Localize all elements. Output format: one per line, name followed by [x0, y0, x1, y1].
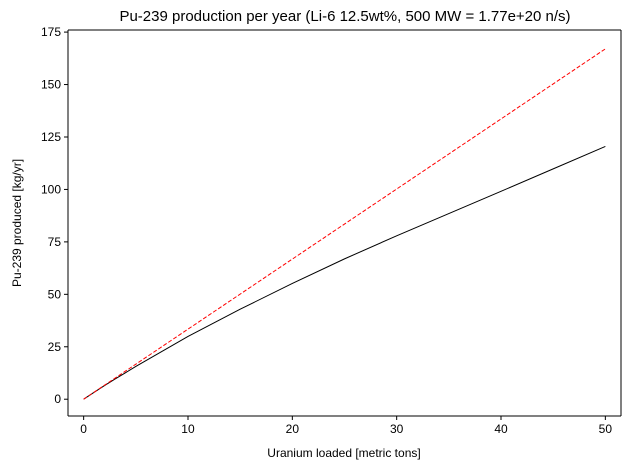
x-tick-label: 20 — [286, 422, 300, 436]
y-tick-label: 125 — [41, 130, 61, 144]
series-line-1 — [83, 145, 606, 400]
plot-area — [68, 30, 621, 416]
chart-title: Pu-239 production per year (Li-6 12.5wt%… — [119, 8, 570, 25]
y-tick-label: 75 — [48, 235, 62, 249]
y-tick-label: 100 — [41, 182, 61, 196]
x-axis-label: Uranium loaded [metric tons] — [267, 446, 420, 460]
x-tick-label: 10 — [181, 422, 195, 436]
y-axis-ticks: 0 25 50 75 100 125 150 175 — [41, 25, 68, 406]
y-tick-label: 50 — [48, 287, 62, 301]
series-layer — [83, 48, 606, 400]
series-line-2 — [83, 48, 606, 400]
x-axis-ticks: 0 10 20 30 40 50 — [80, 416, 612, 436]
y-tick-label: 150 — [41, 78, 61, 92]
x-tick-label: 40 — [494, 422, 508, 436]
x-tick-label: 30 — [390, 422, 404, 436]
y-tick-label: 175 — [41, 25, 61, 39]
x-tick-label: 50 — [599, 422, 613, 436]
y-axis-label: Pu-239 produced [kg/yr] — [10, 159, 24, 287]
y-tick-label: 25 — [48, 340, 62, 354]
y-tick-label: 0 — [54, 392, 61, 406]
axes-frame — [67, 29, 622, 417]
x-tick-label: 0 — [80, 422, 87, 436]
